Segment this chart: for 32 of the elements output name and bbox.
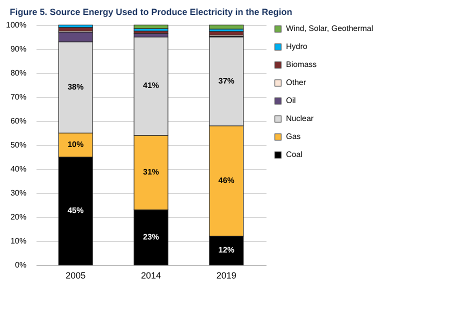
legend-label: Coal: [286, 150, 303, 159]
y-tick-label: 30%: [10, 188, 26, 198]
y-tick-label: 100%: [6, 20, 26, 30]
data-label: 38%: [68, 82, 84, 92]
y-tick-label: 40%: [10, 164, 26, 174]
data-label: 23%: [142, 232, 160, 242]
data-label: 37%: [218, 76, 234, 86]
y-tick-label: 60%: [10, 116, 26, 126]
y-tick-label: 0%: [14, 260, 26, 270]
y-tick-label: 70%: [10, 92, 26, 102]
x-tick-label: 2019: [216, 270, 236, 280]
legend-label: Oil: [286, 96, 296, 105]
legend-label: Wind, Solar, Geothermal: [286, 24, 374, 33]
legend-label: Other: [286, 78, 306, 87]
legend-label: Nuclear: [286, 114, 314, 123]
legend-label: Biomass: [286, 60, 317, 69]
data-label: 45%: [68, 206, 84, 215]
x-tick-label: 2014: [140, 270, 162, 280]
chart-title: Figure 5. Source Energy Used to Produce Electricity in the Region: [10, 7, 292, 17]
y-tick-label: 20%: [10, 212, 26, 222]
x-tick-label: 2005: [66, 270, 86, 280]
data-label: 41%: [142, 81, 160, 90]
data-label: 46%: [218, 176, 234, 185]
legend-label: Gas: [286, 132, 301, 141]
y-tick-label: 50%: [10, 140, 26, 150]
data-label: 31%: [142, 168, 160, 177]
y-tick-label: 90%: [10, 44, 26, 54]
data-label: 10%: [68, 140, 84, 149]
legend-label: Hydro: [286, 42, 308, 51]
data-label: 12%: [218, 246, 234, 255]
y-tick-label: 10%: [10, 236, 26, 246]
y-tick-label: 80%: [10, 68, 26, 78]
